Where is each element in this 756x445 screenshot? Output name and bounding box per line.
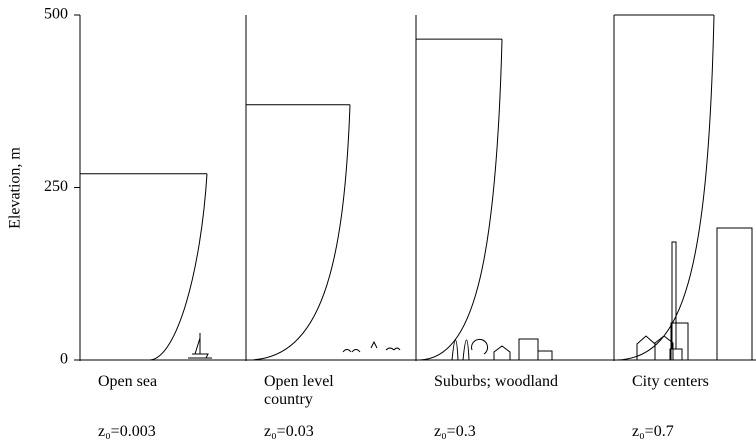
y-axis-label: Elevation, m xyxy=(7,147,24,229)
roughness-label: z₀=0.03 xyxy=(264,423,314,440)
y-tick-label: 250 xyxy=(44,178,68,195)
wind-profile xyxy=(419,39,503,361)
panel-label: Suburbs; woodland xyxy=(434,373,558,390)
ground-icons xyxy=(188,227,753,361)
y-tick-label: 0 xyxy=(60,351,68,368)
panel-label: Open sea xyxy=(98,373,158,390)
roughness-label: z₀=0.003 xyxy=(98,423,156,440)
wind-profile xyxy=(616,14,715,361)
wind-profile xyxy=(149,173,208,361)
panel-label: City centers xyxy=(632,373,709,390)
panel-label: Open level country xyxy=(264,373,334,408)
wind-profile xyxy=(249,104,351,361)
roughness-label: z₀=0.7 xyxy=(632,423,674,440)
roughness-label: z₀=0.3 xyxy=(434,423,476,440)
y-tick-label: 500 xyxy=(44,6,68,23)
